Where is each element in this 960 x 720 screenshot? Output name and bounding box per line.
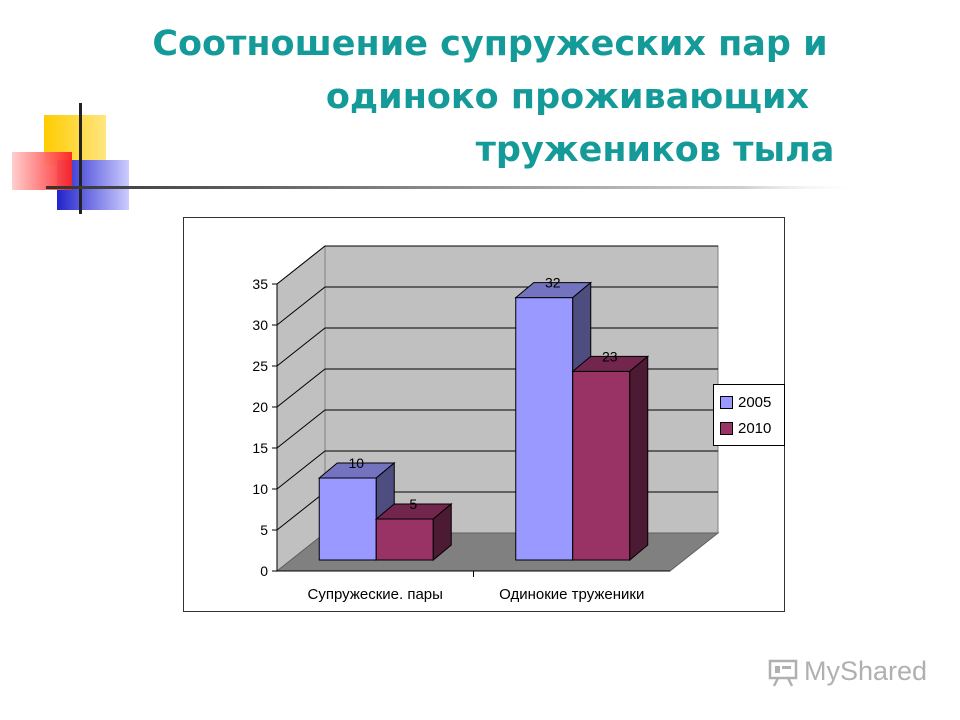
- bar-side: [432, 502, 452, 562]
- presentation-board-icon: [768, 659, 798, 687]
- data-label: 32: [545, 275, 561, 291]
- y-tick-label: 5: [260, 522, 268, 538]
- bar-front: [318, 477, 377, 561]
- bar-front: [375, 518, 434, 561]
- legend-item-2005: 2005: [720, 392, 771, 412]
- deco-horizontal-rule: [46, 186, 866, 189]
- bar-front: [515, 297, 574, 561]
- y-tick-label: 10: [252, 481, 268, 497]
- title-line-3: тружеников тыла: [475, 130, 835, 170]
- chart-legend: 2005 2010: [713, 384, 785, 446]
- bar-side: [629, 355, 649, 562]
- legend-label-2005: 2005: [738, 393, 772, 411]
- y-tick-label: 15: [252, 440, 268, 456]
- x-tick-label: Одинокие труженики: [499, 586, 644, 603]
- y-tick-label: 25: [252, 358, 268, 374]
- gridline: [276, 245, 718, 285]
- deco-yellow-square: [44, 115, 106, 165]
- legend-item-2010: 2010: [720, 418, 771, 438]
- legend-swatch-2005: [720, 395, 733, 409]
- data-label: 10: [348, 455, 364, 471]
- title-line-2: одиноко проживающих: [325, 77, 810, 117]
- y-tick-label: 35: [252, 276, 268, 292]
- slide-title: Соотношение супружеских пар и одиноко пр…: [150, 18, 890, 177]
- y-tick-label: 0: [260, 563, 268, 579]
- legend-label-2010: 2010: [738, 419, 772, 437]
- deco-red-square: [12, 152, 72, 190]
- watermark: MyShared: [768, 656, 927, 687]
- deco-vertical-rule: [79, 103, 82, 214]
- legend-swatch-2010: [720, 421, 733, 435]
- bar-front: [572, 370, 631, 561]
- y-tick-label: 30: [252, 317, 268, 333]
- data-label: 5: [409, 496, 417, 512]
- data-label: 23: [602, 348, 618, 364]
- y-tick-label: 20: [252, 399, 268, 415]
- title-line-1: Соотношение супружеских пар и: [152, 24, 828, 64]
- chart-side-wall: [276, 244, 326, 573]
- bar-chart: 0 5 10 15 20 25 30 35 Супружеские. пары 10 5 Одинок…: [252, 244, 720, 603]
- x-tick-label: Супружеские. пары: [308, 586, 443, 603]
- watermark-text: MyShared: [804, 656, 928, 686]
- deco-blue-square: [57, 160, 129, 210]
